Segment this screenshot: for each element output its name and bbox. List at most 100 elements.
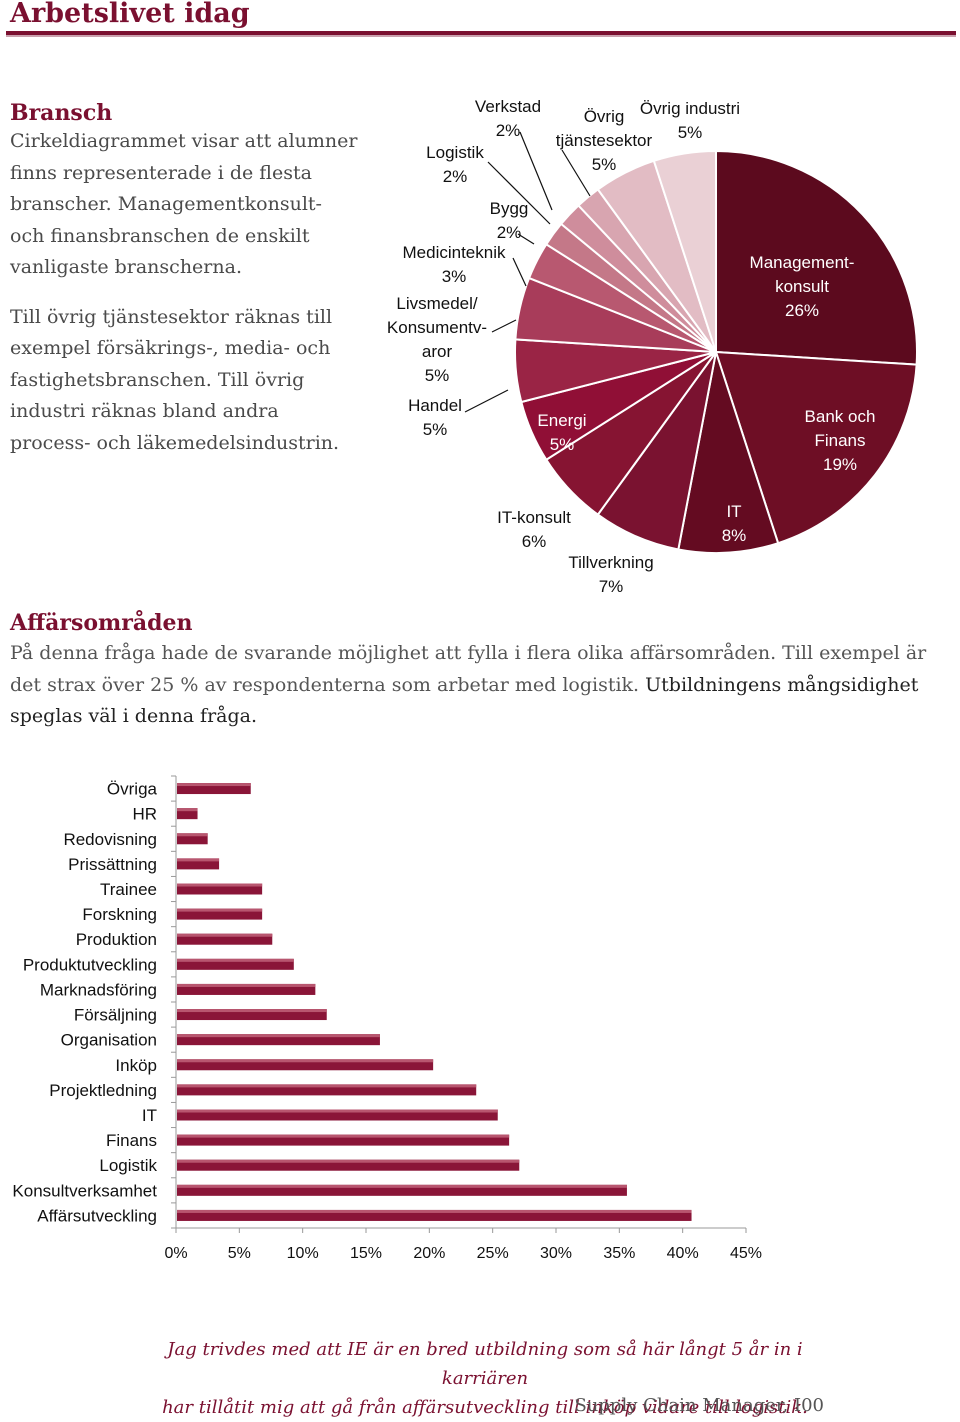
pie-slice-label: IT-konsult 6% — [497, 508, 571, 551]
bar-highlight — [177, 958, 294, 962]
pie-leader-line — [512, 257, 527, 287]
bar — [177, 833, 208, 845]
bar — [177, 908, 263, 920]
bar — [177, 1159, 520, 1171]
bar-category-label: Konsultverksamhet — [12, 1181, 157, 1200]
pie-slice-label: Livsmedel/Konsumentv-aror 5% — [387, 294, 487, 385]
page-title: Arbetslivet idag — [10, 0, 250, 29]
bar-highlight — [177, 933, 273, 937]
bransch-paragraph-1: Cirkeldiagrammet visar att alumner finns… — [10, 126, 370, 284]
pie-slice-label: IT 8% — [722, 502, 747, 545]
bar-highlight — [177, 1059, 434, 1063]
pie-slice-label: Tillverkning 7% — [568, 553, 653, 596]
bar — [177, 883, 263, 895]
bar-highlight — [177, 908, 263, 912]
bar-highlight — [177, 858, 220, 862]
bar-category-label: Redovisning — [63, 830, 157, 849]
affarsomraden-paragraph: På denna fråga hade de svarande möjlighe… — [10, 638, 955, 733]
bar-highlight — [177, 1184, 627, 1188]
text-line: och finansbranschen de enskilt — [10, 224, 310, 247]
affarsomraden-section: Affärsområden På denna fråga hade de sva… — [10, 610, 955, 733]
bar — [177, 1034, 380, 1046]
pie-slice-label: Management-konsult 26% — [750, 253, 855, 320]
quote-signature: Supply Chain Manager, I00 — [574, 1395, 824, 1416]
bar-category-label: Inköp — [115, 1056, 157, 1075]
quote-line: Jag trivdes med att IE är en bred utbild… — [167, 1339, 803, 1389]
bar-category-label: Marknadsföring — [40, 980, 157, 999]
bar-category-label: Prissättning — [68, 855, 157, 874]
x-tick-label: 10% — [287, 1245, 319, 1262]
x-tick-label: 25% — [477, 1245, 509, 1262]
title-divider — [6, 31, 956, 37]
bar-highlight — [177, 808, 198, 812]
pie-slice-label: Bygg 2% — [490, 199, 529, 242]
x-tick-label: 40% — [667, 1245, 699, 1262]
x-tick-label: 0% — [164, 1245, 187, 1262]
x-tick-label: 30% — [540, 1245, 572, 1262]
pie-slice-label: Logistik 2% — [426, 143, 484, 186]
bar — [177, 1084, 477, 1096]
pie-slice-label: Övrig tjänstesektor 5% — [556, 107, 653, 174]
bar-category-label: Produktion — [76, 930, 157, 949]
bar-highlight — [177, 833, 208, 837]
x-tick-label: 20% — [413, 1245, 445, 1262]
bar-category-label: Finans — [106, 1131, 157, 1150]
pie-slice — [715, 149, 918, 366]
text-line: finns representerade i de flesta — [10, 161, 312, 184]
pie-slice-label: Bank och Finans 19% — [805, 407, 876, 474]
text-line: branscher. Managementkonsult- — [10, 193, 322, 215]
pie-leader-line — [491, 319, 517, 333]
bar-highlight — [177, 1209, 692, 1213]
bar-category-label: Övriga — [107, 780, 158, 799]
bar — [177, 808, 198, 820]
bar-category-label: Försäljning — [74, 1006, 157, 1025]
bar — [177, 1184, 627, 1196]
pie-leader-line — [464, 389, 509, 413]
bransch-heading: Bransch — [10, 100, 113, 126]
bar-category-label: Trainee — [100, 880, 157, 899]
pie-leader-line — [561, 149, 591, 197]
bar — [177, 1134, 510, 1146]
x-tick-label: 35% — [603, 1245, 635, 1262]
pie-slice-label: Handel 5% — [408, 396, 462, 439]
pie-slice-label: Medicinteknik 3% — [403, 243, 506, 286]
testimonial-quote: Jag trivdes med att IE är en bred utbild… — [140, 1335, 830, 1422]
text-line: fastighetsbranschen. Till övrig — [10, 368, 305, 391]
bar — [177, 1209, 692, 1221]
bar-highlight — [177, 1159, 520, 1163]
affarsomraden-heading: Affärsområden — [10, 610, 193, 636]
bar-highlight — [177, 883, 263, 887]
pie-slice-label: Verkstad 2% — [475, 97, 541, 140]
bar — [177, 1059, 434, 1071]
x-tick-label: 5% — [228, 1245, 251, 1262]
text-line: Cirkeldiagrammet visar att alumner — [10, 130, 358, 152]
bar-highlight — [177, 983, 316, 987]
pie-leader-line — [519, 131, 553, 211]
bar-highlight — [177, 1009, 327, 1013]
bar — [177, 983, 316, 995]
quote-line: har tillåtit mig att gå från affärsutvec… — [162, 1397, 808, 1418]
affarsomraden-text-part1: På denna fråga hade de svarande möjlighe… — [10, 642, 927, 696]
pie-leader-line — [517, 233, 535, 245]
text-line: Till övrig tjänstesektor räknas till — [10, 305, 333, 328]
business-area-bar-chart: Övriga HR Redovisning Prissättning Trainee Fo… — [12, 775, 762, 1262]
bar — [177, 858, 220, 870]
bar-highlight — [177, 1134, 510, 1138]
bar — [177, 933, 273, 945]
bransch-paragraph-2: Till övrig tjänstesektor räknas till exe… — [10, 302, 370, 460]
bar — [177, 958, 294, 970]
bar-category-label: Affärsutveckling — [37, 1206, 157, 1225]
text-line: industri räknas bland andra — [10, 400, 279, 422]
bar-category-label: IT — [142, 1106, 157, 1125]
pie-slice-label: Övrig industri 5% — [640, 99, 740, 142]
pie-slice — [652, 149, 717, 353]
bar — [177, 1109, 498, 1121]
bar-category-label: Logistik — [99, 1156, 157, 1175]
bar-highlight — [177, 1109, 498, 1113]
text-line: vanligaste branscherna. — [10, 256, 242, 278]
bar — [177, 783, 251, 795]
bar-highlight — [177, 1034, 380, 1038]
bar-category-label: Produktutveckling — [23, 955, 157, 974]
bar-category-label: Forskning — [82, 905, 157, 924]
bransch-section: Bransch Cirkeldiagrammet visar att alumn… — [10, 100, 370, 459]
